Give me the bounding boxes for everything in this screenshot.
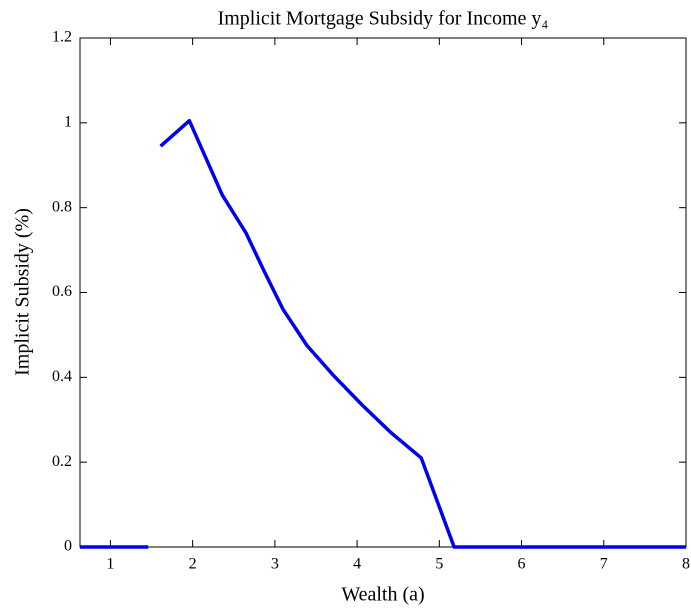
plot-frame: [79, 37, 687, 548]
y-tick-label: 0.2: [52, 453, 72, 470]
data-line: [80, 118, 686, 549]
x-tick-label: 7: [600, 556, 608, 573]
chart-title: Implicit Mortgage Subsidy for Income y₄: [218, 8, 549, 30]
x-axis-label: Wealth (a): [341, 584, 424, 606]
y-tick-label: 1.2: [52, 29, 72, 46]
y-axis-label: Implicit Subsidy (%): [12, 208, 34, 376]
x-tick-label: 2: [189, 556, 197, 573]
y-tick-label: 0: [64, 538, 72, 555]
y-tick-label: 0.6: [52, 283, 72, 300]
x-tick-label: 4: [353, 556, 361, 573]
x-tick-label: 8: [682, 556, 690, 573]
x-tick-label: 5: [435, 556, 443, 573]
y-tick-label: 0.8: [52, 198, 72, 215]
y-tick-label: 0.4: [52, 368, 72, 385]
y-tick-label: 1: [64, 114, 72, 131]
x-tick-label: 3: [271, 556, 279, 573]
x-tick-label: 1: [106, 556, 114, 573]
x-tick-label: 6: [518, 556, 526, 573]
